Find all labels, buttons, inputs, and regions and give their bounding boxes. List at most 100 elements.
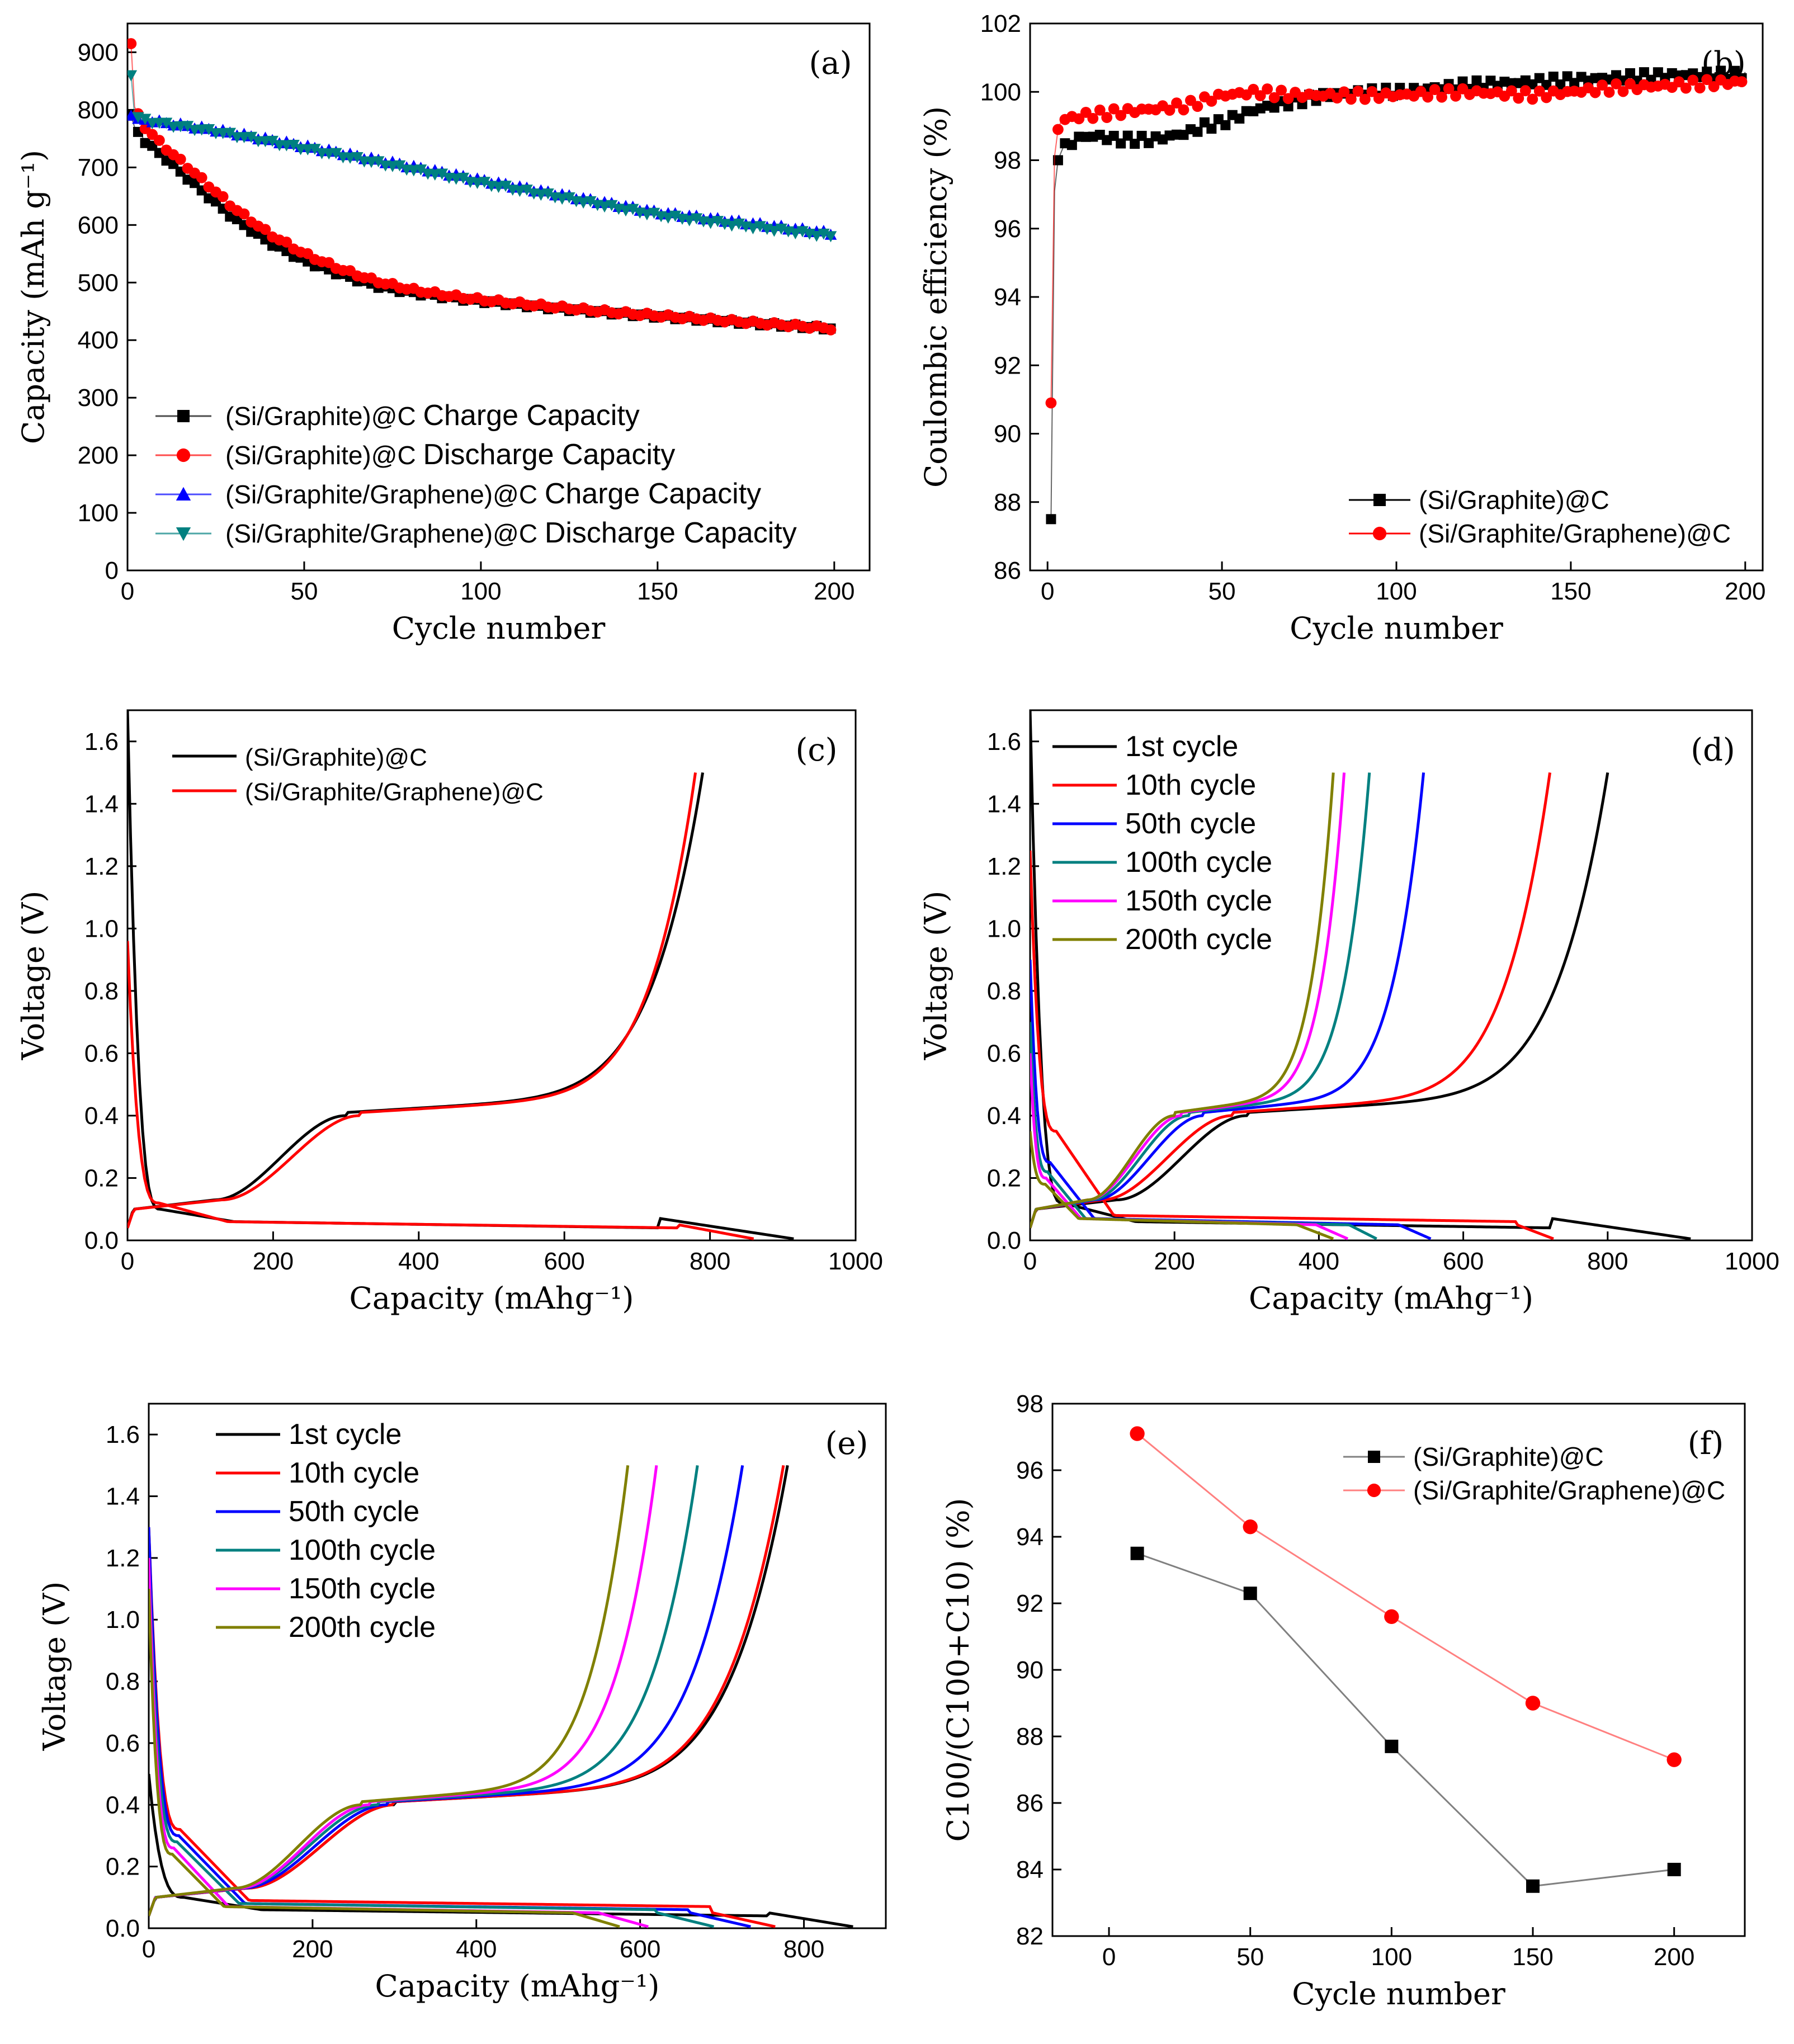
data-point <box>160 117 173 129</box>
legend-marker <box>176 448 191 462</box>
data-point <box>436 168 448 180</box>
y-tick-label: 102 <box>980 10 1021 37</box>
discharge-curve <box>1030 1131 1334 1240</box>
data-point <box>669 210 682 222</box>
chart-panel-e: 0 200 400 600 800 0.0 0.2 0.4 0.6 0.8 1.0 1.2 1.4 1.6… <box>37 1403 887 2004</box>
data-point <box>648 207 660 219</box>
data-point <box>704 218 717 229</box>
legend-marker <box>176 527 191 541</box>
panel-label: (e) <box>825 1425 868 1462</box>
y-tick-label: 96 <box>994 215 1021 243</box>
y-tick-label: 700 <box>78 154 119 181</box>
data-layer <box>1045 65 1748 525</box>
x-tick-label: 0 <box>1041 578 1054 605</box>
data-point <box>1716 65 1726 76</box>
data-point <box>1694 82 1706 94</box>
data-point <box>393 160 406 172</box>
charge-curve <box>149 1465 699 1916</box>
legend-marker <box>1373 494 1386 506</box>
x-tick-label: 200 <box>292 1936 333 1963</box>
x-tick-label: 400 <box>398 1248 439 1275</box>
data-point <box>683 215 696 226</box>
y-tick-label: 500 <box>78 269 119 296</box>
data-point <box>1366 86 1378 97</box>
data-point <box>351 152 363 163</box>
data-point <box>128 70 138 82</box>
y-tick-label: 1.2 <box>84 853 119 880</box>
x-tick-label: 50 <box>1208 578 1236 605</box>
series-line <box>1050 77 1746 403</box>
y-axis-label: C100/(C100+C10) (%) <box>941 1498 976 1842</box>
y-tick-label: 88 <box>994 489 1021 516</box>
data-layer <box>128 38 837 336</box>
legend: (Si/Graphite)@C (Si/Graphite/Graphene)@C <box>172 744 544 806</box>
series-5 <box>1030 772 1349 1240</box>
legend-marker <box>1367 1483 1381 1498</box>
data-point <box>196 172 207 183</box>
legend-label-suffix: Charge Capacity <box>423 399 639 432</box>
legend-label: (Si/Graphite)@C Discharge Capacity <box>225 438 675 471</box>
x-tick-label: 400 <box>1299 1248 1339 1275</box>
data-point <box>1687 74 1699 86</box>
data-point <box>1192 101 1203 112</box>
series-4 <box>128 70 837 243</box>
discharge-curve <box>1030 960 1432 1240</box>
data-point <box>1548 72 1559 82</box>
series-line <box>130 43 835 331</box>
data-point <box>1066 140 1077 150</box>
x-tick-label: 200 <box>1725 578 1765 605</box>
data-point <box>1115 110 1127 121</box>
data-point <box>1178 104 1189 116</box>
legend-marker <box>1368 1451 1380 1463</box>
panel-label: (c) <box>795 732 837 768</box>
y-axis-label: Voltage (V) <box>16 891 51 1061</box>
x-tick-label: 100 <box>460 578 501 605</box>
data-point <box>1045 397 1057 409</box>
x-tick-label: 150 <box>1550 578 1591 605</box>
y-tick-label: 900 <box>78 39 119 66</box>
y-tick-label: 1.6 <box>84 728 119 756</box>
legend-label-prefix: (Si/Graphite)@C <box>225 441 423 470</box>
charge-curve <box>128 772 705 1229</box>
data-point <box>542 188 554 200</box>
series-2 <box>128 38 837 336</box>
data-point <box>287 139 300 151</box>
y-tick-label: 100 <box>980 78 1021 106</box>
x-axis-label: Capacity (mAhg⁻¹) <box>350 1281 634 1316</box>
y-tick-label: 0.4 <box>106 1791 140 1819</box>
x-tick-label: 800 <box>1587 1248 1628 1275</box>
data-point <box>450 173 462 185</box>
x-tick-label: 200 <box>1154 1248 1195 1275</box>
data-point <box>309 144 321 155</box>
data-point <box>711 216 724 227</box>
data-point <box>139 114 152 125</box>
legend-label: 100th cycle <box>289 1534 436 1566</box>
data-point <box>1422 91 1434 103</box>
y-tick-label: 0.2 <box>106 1853 140 1881</box>
x-tick-label: 50 <box>290 578 318 605</box>
legend-label: 200th cycle <box>289 1611 436 1644</box>
data-point <box>1046 514 1056 525</box>
data-point <box>153 135 165 146</box>
discharge-curve <box>128 941 754 1240</box>
data-point <box>626 204 639 215</box>
y-tick-label: 0.4 <box>987 1102 1021 1130</box>
charge-curve <box>128 772 697 1229</box>
legend-label-prefix: (Si/Graphite)@C <box>225 402 423 431</box>
data-point <box>1130 1546 1144 1560</box>
data-point <box>1276 84 1287 96</box>
plot-area <box>1051 1403 1746 1937</box>
series-1 <box>1130 1546 1681 1893</box>
data-point <box>1206 124 1217 134</box>
y-tick-label: 0.6 <box>84 1040 119 1067</box>
series-6 <box>149 1465 630 1928</box>
series-line <box>1137 1552 1674 1887</box>
y-axis-label: Voltage (V) <box>918 891 953 1061</box>
data-point <box>1617 86 1629 97</box>
data-point <box>733 218 745 230</box>
data-point <box>128 109 138 121</box>
y-tick-label: 1.2 <box>106 1545 140 1572</box>
charge-curve <box>149 1465 630 1916</box>
y-tick-label: 0.6 <box>106 1730 140 1757</box>
data-point <box>1073 113 1085 125</box>
